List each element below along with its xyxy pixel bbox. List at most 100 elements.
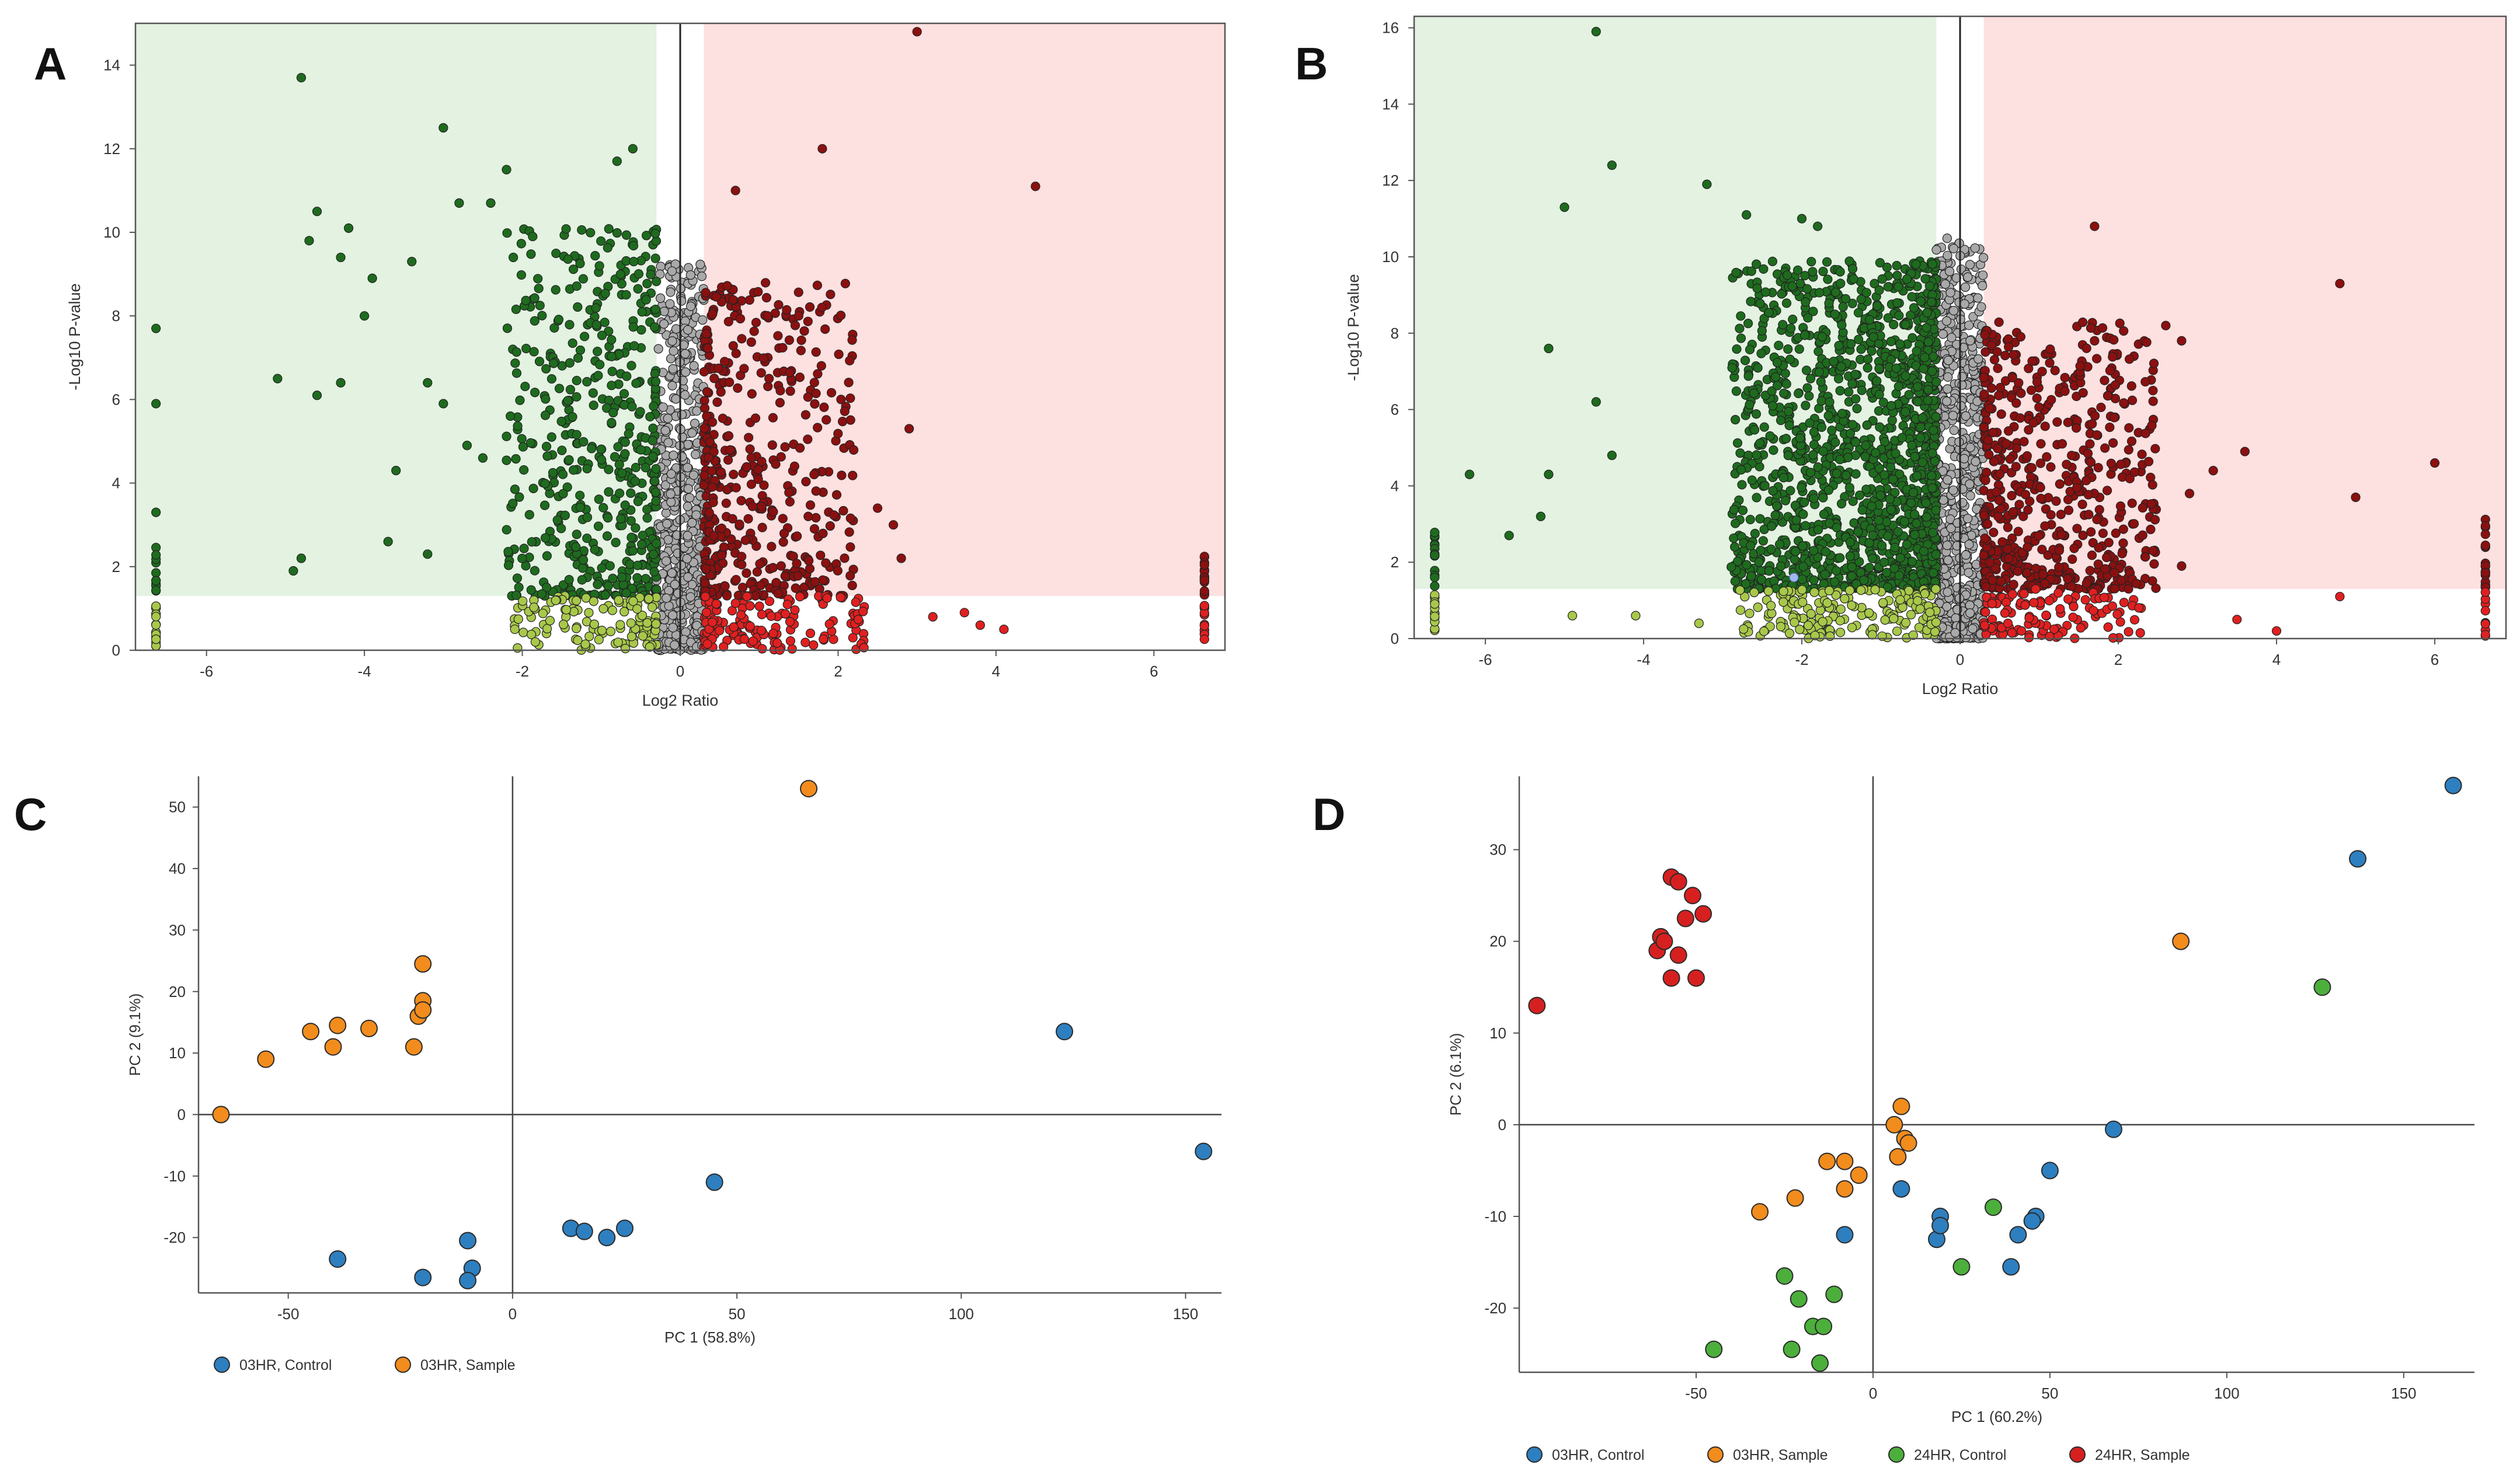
point-down-significant xyxy=(1931,505,1941,515)
point-up-nonsignificant xyxy=(2107,601,2118,611)
point-nonsignificant xyxy=(690,449,701,459)
point-down-significant xyxy=(518,442,528,452)
point-up-significant xyxy=(785,386,795,396)
point-down-significant xyxy=(1778,320,1788,330)
point-nonsignificant xyxy=(1959,299,1969,309)
point-down-nonsignificant xyxy=(1822,598,1832,608)
point-up-significant xyxy=(746,337,756,347)
point-down-significant xyxy=(593,580,603,590)
point-up-significant xyxy=(1989,528,1999,538)
point-up-significant xyxy=(728,514,737,524)
point-down-significant xyxy=(1805,418,1815,428)
point-up-nonsignificant xyxy=(2019,589,2029,599)
point-down-significant xyxy=(1907,292,1917,302)
point-down-significant xyxy=(629,341,639,351)
point-up-significant xyxy=(809,378,819,388)
point-down-significant xyxy=(1816,376,1826,387)
point-up-significant xyxy=(2005,454,2015,464)
point-outlier xyxy=(391,466,401,476)
point-up-significant xyxy=(792,531,802,541)
point-up-significant xyxy=(2027,463,2037,473)
point-nonsignificant xyxy=(1973,354,1983,364)
point-nonsignificant xyxy=(1945,266,1955,277)
point-up-significant xyxy=(723,316,733,327)
point-nonsignificant xyxy=(1940,279,1950,289)
point-up-significant xyxy=(713,363,723,374)
point-up-significant xyxy=(810,399,820,409)
point-up-significant xyxy=(746,479,757,489)
point-down-nonsignificant xyxy=(1915,604,1925,614)
point-up-significant xyxy=(744,433,754,442)
point-up-nonsignificant xyxy=(700,592,711,602)
point-up-significant xyxy=(795,443,805,453)
point-up-significant xyxy=(2148,385,2158,396)
point-down-nonsignificant xyxy=(598,604,608,613)
point-down-significant xyxy=(1856,294,1866,304)
point-down-nonsignificant xyxy=(1836,604,1846,614)
point-down-nonsignificant xyxy=(589,597,598,606)
point-down-significant xyxy=(1820,569,1830,580)
point-down-significant xyxy=(1755,298,1765,309)
point-up-significant xyxy=(789,461,799,472)
point-up-nonsignificant xyxy=(822,593,832,603)
point-down-significant xyxy=(1874,285,1884,295)
point-outlier xyxy=(793,311,803,321)
point-up-nonsignificant xyxy=(2017,626,2027,636)
point-down-significant xyxy=(527,537,537,547)
point-up-significant xyxy=(2035,483,2045,493)
point-up-significant xyxy=(2021,490,2031,500)
point-down-nonsignificant xyxy=(1870,585,1880,595)
point-up-significant xyxy=(2147,480,2157,490)
x-tick-label: -4 xyxy=(358,662,371,680)
point-up-nonsignificant xyxy=(2063,594,2073,604)
point-up-significant xyxy=(819,402,829,412)
point-down-significant xyxy=(520,381,530,392)
point-up-significant xyxy=(838,505,848,516)
point-down-significant xyxy=(620,500,630,510)
point-down-significant xyxy=(632,560,643,570)
point-nonsignificant xyxy=(1957,380,1967,390)
point-down-nonsignificant xyxy=(580,639,590,649)
point-down-nonsignificant xyxy=(1824,585,1835,596)
point-down-significant xyxy=(1736,465,1746,475)
point-up-significant xyxy=(845,393,855,403)
point-up-significant xyxy=(699,367,709,377)
point-down-significant xyxy=(650,305,660,315)
point-nonsignificant xyxy=(1978,270,1988,280)
point-down-significant xyxy=(1755,514,1765,524)
point-down-significant xyxy=(1863,354,1873,364)
point-down-nonsignificant xyxy=(1925,607,1935,618)
point-outlier xyxy=(423,378,433,388)
point-up-significant xyxy=(2138,530,2147,540)
point-down-significant xyxy=(579,332,590,341)
point-down-significant xyxy=(1915,433,1926,443)
point-up-nonsignificant xyxy=(2135,628,2145,638)
point-up-significant xyxy=(2026,385,2037,395)
point-up-nonsignificant xyxy=(2044,595,2054,606)
point-up-significant xyxy=(2045,344,2055,354)
point-down-nonsignificant xyxy=(626,632,637,641)
point-nonsignificant xyxy=(1943,355,1953,365)
point-up-significant xyxy=(739,364,749,374)
point-up-significant xyxy=(2142,337,2152,347)
point-down-significant xyxy=(524,510,534,519)
point-down-significant xyxy=(1737,480,1747,490)
point-up-significant xyxy=(758,353,768,363)
point-down-significant xyxy=(652,584,662,595)
point-up-significant xyxy=(1993,444,2003,454)
point-down-significant xyxy=(1819,509,1829,519)
point-down-significant xyxy=(517,434,527,444)
point-nonsignificant xyxy=(656,261,666,271)
point-down-significant xyxy=(1893,526,1903,537)
point-up-significant xyxy=(2085,566,2095,576)
point-down-significant xyxy=(537,311,547,320)
point-down-significant xyxy=(561,224,571,234)
point-down-significant xyxy=(1809,440,1819,449)
point-outlier xyxy=(462,441,472,451)
point-up-significant xyxy=(2104,538,2114,548)
point-down-significant xyxy=(514,583,524,592)
point-up-nonsignificant xyxy=(785,636,796,646)
point-nonsignificant xyxy=(680,390,690,400)
point-up-nonsignificant xyxy=(742,591,752,601)
